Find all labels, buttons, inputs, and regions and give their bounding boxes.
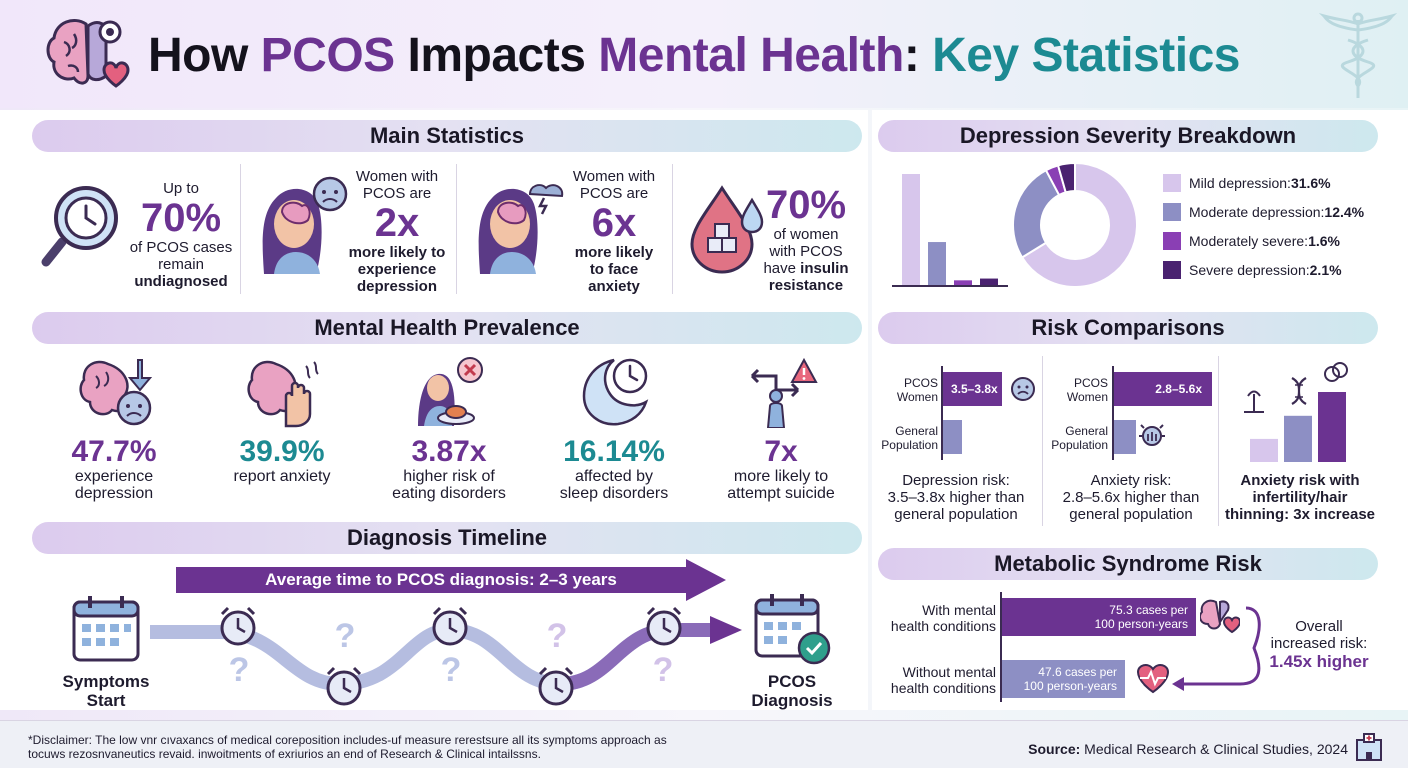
question-mark: ? bbox=[440, 651, 462, 689]
prevalence-depression: 47.7% experience depression bbox=[71, 435, 157, 503]
timeline-end-label: PCOS Diagnosis bbox=[751, 672, 833, 710]
brain-down-arrow-icon bbox=[79, 359, 153, 426]
depression-bar bbox=[902, 174, 920, 286]
depression-bar bbox=[928, 242, 946, 286]
sad-woman-brain-icon bbox=[262, 176, 348, 274]
crossroads-warning-icon bbox=[750, 357, 818, 428]
sad-face-icon bbox=[1011, 377, 1035, 401]
infertility-bar bbox=[1284, 415, 1312, 462]
prevalence-anxiety: 39.9% report anxiety bbox=[233, 435, 331, 486]
depression-donut-chart bbox=[1012, 161, 1138, 288]
divider bbox=[1218, 356, 1219, 526]
metabolic-without-bar: 47.6 cases per 100 person-years bbox=[1002, 660, 1125, 698]
depression-donut-slice bbox=[1056, 161, 1076, 194]
brain-heart-small-icon bbox=[1200, 599, 1240, 634]
metabolic-overall: Overall increased risk: 1.45x higher bbox=[1269, 618, 1369, 671]
depression-bar bbox=[980, 278, 998, 286]
dep-pcos-label: PCOS Women bbox=[896, 376, 938, 404]
dna-icon bbox=[1291, 377, 1307, 405]
infertility-bar bbox=[1250, 438, 1278, 462]
timeline-banner-arrow bbox=[176, 559, 726, 601]
prevalence-heading: Mental Health Prevalence bbox=[32, 312, 862, 344]
source-credit: Source: Medical Research & Clinical Stud… bbox=[1028, 741, 1348, 757]
timeline-heading: Diagnosis Timeline bbox=[32, 522, 862, 554]
page-title: How PCOS Impacts Mental Health: Key Stat… bbox=[148, 29, 1240, 82]
risk-comparisons-heading: Risk Comparisons bbox=[878, 312, 1378, 344]
alarm-clock-icon bbox=[646, 606, 682, 646]
prevalence-suicide: 7x more likely to attempt suicide bbox=[727, 435, 835, 503]
disclaimer: *Disclaimer: The low vnr cıvaxancs of me… bbox=[28, 733, 667, 761]
rings-icon bbox=[1324, 362, 1348, 382]
divider bbox=[456, 164, 457, 294]
metabolic-with-label: With mental health conditions bbox=[890, 602, 996, 634]
anx-risk-caption: Anxiety risk: 2.8–5.6x higher than general… bbox=[1062, 472, 1200, 523]
calendar-start-icon bbox=[72, 596, 140, 662]
question-mark: ? bbox=[652, 651, 674, 689]
legend-severe: Severe depression: 2.1% bbox=[1163, 261, 1342, 279]
infertility-bar bbox=[1318, 392, 1346, 462]
depression-bar-chart bbox=[892, 174, 1008, 287]
anx-pcos-bar: 2.8–5.6x bbox=[1114, 372, 1212, 406]
legend-moderately-severe: Moderately severe: 1.6% bbox=[1163, 232, 1340, 250]
timeline-start-label: Symptoms Start bbox=[62, 672, 150, 710]
stat-anxiety-6x: Women with PCOS are 6x more likely to fa… bbox=[572, 168, 656, 295]
question-mark: ? bbox=[334, 617, 356, 655]
depression-bar bbox=[954, 280, 972, 286]
heart-pulse-icon bbox=[1136, 664, 1170, 694]
alarm-clock-icon bbox=[432, 606, 468, 646]
anx-general-label: General Population bbox=[1051, 424, 1108, 452]
divider bbox=[672, 164, 673, 294]
footer bbox=[0, 720, 1408, 768]
hair-follicle-icon bbox=[1244, 390, 1264, 413]
anxious-head-icon bbox=[1139, 424, 1165, 446]
divider bbox=[1042, 356, 1043, 526]
question-mark: ? bbox=[228, 651, 250, 689]
infertility-bar-chart bbox=[1244, 362, 1348, 462]
stat-undiagnosed: Up to 70% of PCOS cases remain undiagnos… bbox=[129, 180, 233, 290]
metabolic-axis bbox=[1000, 592, 1002, 702]
bracket-arrow bbox=[1172, 606, 1261, 691]
prevalence-eating: 3.87x higher risk of eating disorders bbox=[392, 435, 506, 503]
caduceus-icon bbox=[1318, 12, 1398, 98]
moon-clock-sleep-icon bbox=[582, 358, 649, 426]
anx-general-bar bbox=[1114, 420, 1136, 454]
question-mark: ? bbox=[546, 617, 568, 655]
dep-axis bbox=[941, 366, 943, 460]
dep-general-label: General Population bbox=[881, 424, 938, 452]
infertility-risk-caption: Anxiety risk with infertility/hair thinnin… bbox=[1224, 472, 1376, 523]
calendar-check-icon bbox=[754, 594, 831, 665]
depression-donut-slice bbox=[1020, 161, 1138, 288]
divider bbox=[240, 164, 241, 294]
metabolic-without-label: Without mental health conditions bbox=[890, 664, 996, 696]
depression-severity-heading: Depression Severity Breakdown bbox=[878, 120, 1378, 152]
dep-risk-caption: Depression risk: 3.5–3.8x higher than gene… bbox=[887, 472, 1025, 523]
stat-insulin-resistance: 70% of women with PCOS have insulin resi… bbox=[763, 183, 849, 294]
main-statistics-heading: Main Statistics bbox=[32, 120, 862, 152]
timeline-banner-text: Average time to PCOS diagnosis: 2–3 year… bbox=[265, 570, 617, 589]
metabolic-heading: Metabolic Syndrome Risk bbox=[878, 548, 1378, 580]
brain-hand-anxiety-icon bbox=[247, 360, 319, 428]
anxious-woman-storm-icon bbox=[478, 184, 564, 274]
alarm-clock-icon bbox=[538, 666, 574, 706]
magnifier-clock-icon bbox=[41, 186, 118, 267]
alarm-clock-icon bbox=[220, 606, 256, 646]
title-bar bbox=[0, 0, 1408, 108]
anx-pcos-label: PCOS Women bbox=[1066, 376, 1108, 404]
dep-general-bar bbox=[943, 420, 962, 454]
blood-drop-sugar-icon bbox=[690, 185, 764, 274]
dep-pcos-bar: 3.5–3.8x bbox=[943, 372, 1002, 406]
eating-disorder-icon bbox=[418, 357, 483, 426]
brain-heart-gear-icon bbox=[46, 19, 130, 88]
hospital-icon bbox=[1356, 733, 1382, 761]
legend-mild: Mild depression: 31.6% bbox=[1163, 174, 1331, 192]
prevalence-sleep: 16.14% affected by sleep disorders bbox=[559, 435, 669, 503]
anx-axis bbox=[1112, 366, 1114, 460]
legend-moderate: Moderate depression: 12.4% bbox=[1163, 203, 1364, 221]
metabolic-with-bar: 75.3 cases per 100 person-years bbox=[1002, 598, 1196, 636]
stat-depression-2x: Women with PCOS are 2x more likely to ex… bbox=[348, 168, 446, 295]
alarm-clock-icon bbox=[326, 666, 362, 706]
